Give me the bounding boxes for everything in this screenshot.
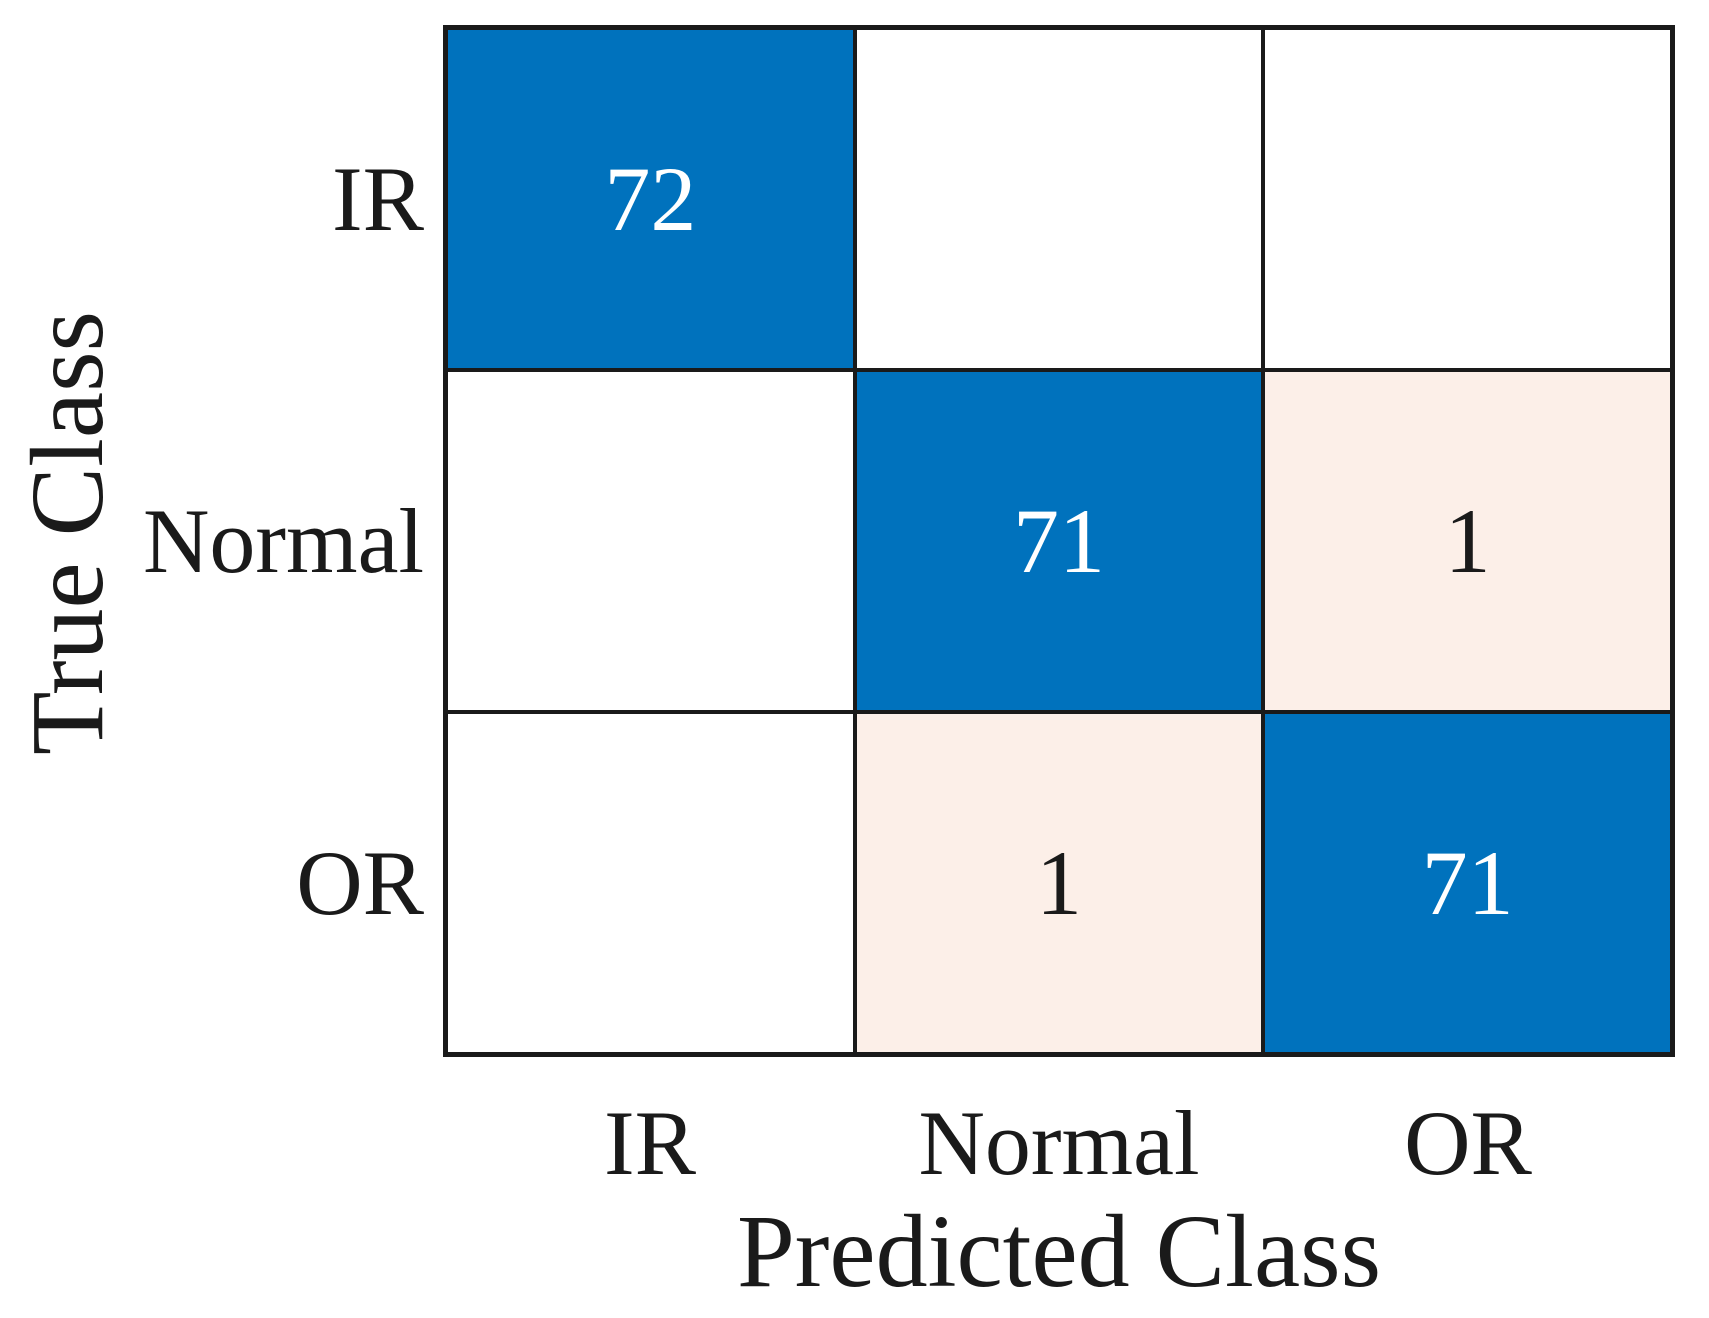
matrix-cell-normal-ir xyxy=(448,372,853,710)
x-axis-title: Predicted Class xyxy=(736,1194,1382,1309)
matrix-cell-or-normal: 1 xyxy=(856,714,1262,1052)
matrix-cell-ir-ir: 72 xyxy=(448,30,853,368)
matrix-cell-ir-normal xyxy=(856,30,1262,368)
matrix-grid: 72 71 1 1 71 xyxy=(443,25,1675,1057)
x-tick-label-or: OR xyxy=(1404,1092,1532,1194)
matrix-cell-normal-normal: 71 xyxy=(856,372,1262,710)
matrix-cell-or-or: 71 xyxy=(1265,714,1670,1052)
x-tick-label-ir: IR xyxy=(604,1092,696,1194)
matrix-cell-normal-or: 1 xyxy=(1265,372,1670,710)
matrix-cell-or-ir xyxy=(448,714,853,1052)
matrix-cell-ir-or xyxy=(1265,30,1670,368)
x-tick-label-normal: Normal xyxy=(918,1092,1200,1194)
y-tick-label-normal: Normal xyxy=(142,490,424,592)
y-tick-label-ir: IR xyxy=(332,148,424,250)
y-tick-label-or: OR xyxy=(296,832,424,934)
